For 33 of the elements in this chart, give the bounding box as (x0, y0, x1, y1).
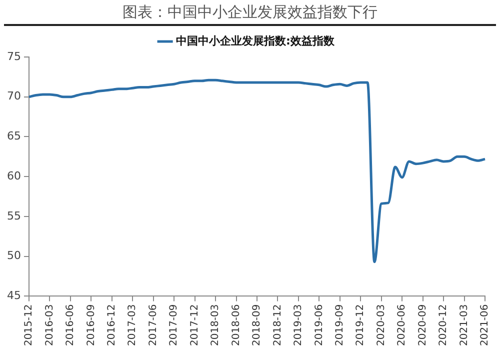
x-tick-label: 2016-03 (44, 304, 56, 346)
x-tick-label: 2017-03 (127, 304, 138, 346)
x-tick-label: 2016-12 (106, 304, 118, 346)
x-tick-label: 2018-12 (272, 304, 284, 346)
x-tick-label: 2017-12 (189, 304, 200, 346)
x-tick-label: 2019-03 (293, 304, 304, 346)
x-tick-label: 2021-03 (458, 304, 470, 346)
chart-title: 图表：中国中小企业发展效益指数下行 (4, 0, 496, 26)
legend-label: 中国中小企业发展指数:效益指数 (176, 34, 336, 48)
y-tick-label: 50 (6, 249, 21, 262)
y-tick-label: 45 (6, 289, 21, 302)
x-tick-label: 2020-06 (396, 304, 408, 346)
x-tick-label: 2020-03 (376, 304, 387, 346)
y-tick-label: 75 (6, 50, 21, 63)
x-tick-label: 2018-06 (230, 304, 242, 346)
line-series (28, 78, 486, 264)
x-tick-label: 2016-09 (86, 304, 97, 346)
x-tick-label: 2018-09 (252, 304, 263, 346)
x-tick-label: 2021-06 (480, 304, 491, 346)
y-tick-label: 55 (6, 209, 21, 222)
x-tick-label: 2019-12 (355, 304, 366, 346)
x-tick-label: 2018-03 (210, 304, 222, 346)
y-tick-label: 65 (6, 130, 21, 143)
x-tick-label: 2017-09 (168, 304, 180, 346)
x-tick-label: 2016-06 (65, 304, 76, 346)
x-tick-label: 2020-12 (438, 304, 450, 346)
y-tick-label: 60 (6, 169, 21, 182)
x-tick-label: 2017-06 (148, 304, 159, 346)
x-tick-label: 2020-09 (417, 304, 428, 346)
y-tick-label: 70 (6, 90, 21, 103)
x-tick-label: 2019-09 (334, 304, 346, 346)
x-tick-label: 2019-06 (314, 304, 325, 346)
x-tick-label: 2015-12 (24, 304, 35, 346)
